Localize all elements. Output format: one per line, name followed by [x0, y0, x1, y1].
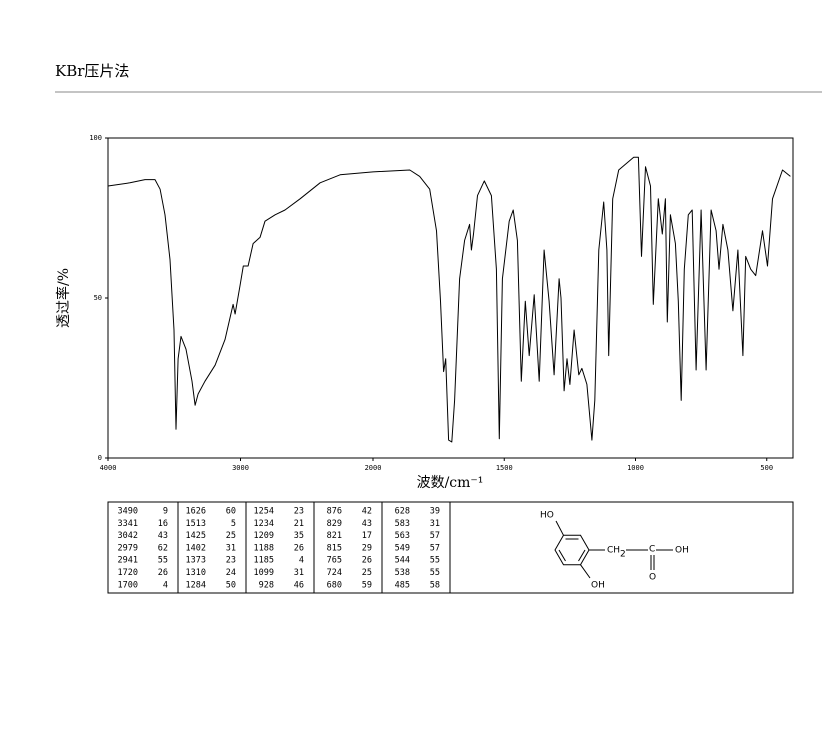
peak-wavenumber: 1626 [186, 507, 206, 517]
peak-transmittance: 25 [362, 568, 372, 578]
peak-transmittance: 17 [362, 531, 372, 541]
peak-wavenumber: 1209 [254, 531, 274, 541]
peak-transmittance: 31 [226, 543, 236, 553]
peak-transmittance: 58 [430, 580, 440, 590]
peak-transmittance: 55 [430, 568, 440, 578]
peak-transmittance: 21 [294, 519, 304, 529]
molecule-label: CH [607, 546, 620, 556]
peak-wavenumber: 538 [395, 568, 410, 578]
peak-wavenumber: 1720 [118, 568, 138, 578]
molecule-label: 2 [620, 550, 626, 560]
y-tick-label: 0 [98, 454, 102, 462]
peak-wavenumber: 1099 [254, 568, 274, 578]
peak-wavenumber: 485 [395, 580, 410, 590]
peak-transmittance: 35 [294, 531, 304, 541]
plot-frame [107, 137, 794, 459]
peak-transmittance: 26 [158, 568, 168, 578]
peak-transmittance: 55 [430, 556, 440, 566]
header-title: KBr压片法 [55, 62, 129, 80]
peak-transmittance: 4 [163, 580, 168, 590]
peak-transmittance: 31 [430, 519, 440, 529]
peak-wavenumber: 628 [395, 507, 410, 517]
peak-wavenumber: 680 [327, 580, 342, 590]
molecule-label: OH [591, 581, 605, 591]
x-tick-label: 1500 [496, 464, 513, 472]
peak-transmittance: 43 [362, 519, 372, 529]
peak-wavenumber: 928 [259, 580, 274, 590]
table-dividers [177, 502, 451, 593]
x-tick-label: 4000 [100, 464, 117, 472]
peak-wavenumber: 549 [395, 543, 410, 553]
y-tick-label: 100 [89, 134, 102, 142]
peak-transmittance: 50 [226, 580, 236, 590]
peak-transmittance: 26 [362, 556, 372, 566]
y-axis-label: 透过率/% [55, 268, 72, 328]
peak-wavenumber: 3490 [118, 507, 138, 517]
y-tick-label: 50 [94, 294, 102, 302]
peak-transmittance: 25 [226, 531, 236, 541]
peak-wavenumber: 876 [327, 507, 342, 517]
x-tick-label: 2000 [365, 464, 382, 472]
peak-wavenumber: 1425 [186, 531, 206, 541]
molecule-label: HO [540, 511, 554, 521]
peak-wavenumber: 1402 [186, 543, 206, 553]
peak-transmittance: 24 [226, 568, 236, 578]
peak-transmittance: 23 [226, 556, 236, 566]
peak-wavenumber: 2979 [118, 543, 138, 553]
x-tick-label: 1000 [627, 464, 644, 472]
peak-transmittance: 9 [163, 507, 168, 517]
molecule-bonds [554, 520, 673, 579]
peak-transmittance: 46 [294, 580, 304, 590]
peak-wavenumber: 563 [395, 531, 410, 541]
peak-wavenumber: 1513 [186, 519, 206, 529]
peak-transmittance: 31 [294, 568, 304, 578]
peak-transmittance: 26 [294, 543, 304, 553]
peak-transmittance: 57 [430, 543, 440, 553]
peak-transmittance: 57 [430, 531, 440, 541]
peak-wavenumber: 544 [395, 556, 410, 566]
molecule-label: OH [675, 546, 689, 556]
peak-wavenumber: 2941 [118, 556, 138, 566]
peak-wavenumber: 3042 [118, 531, 138, 541]
peak-wavenumber: 821 [327, 531, 342, 541]
peak-transmittance: 43 [158, 531, 168, 541]
molecule-label: C [649, 545, 655, 555]
peak-wavenumber: 765 [327, 556, 342, 566]
peak-transmittance: 29 [362, 543, 372, 553]
peak-transmittance: 62 [158, 543, 168, 553]
peak-wavenumber: 1188 [254, 543, 274, 553]
peak-wavenumber: 1373 [186, 556, 206, 566]
peak-transmittance: 16 [158, 519, 168, 529]
x-tick-label: 3000 [232, 464, 249, 472]
peak-transmittance: 23 [294, 507, 304, 517]
peak-transmittance: 42 [362, 507, 372, 517]
peak-wavenumber: 829 [327, 519, 342, 529]
peak-transmittance: 5 [231, 519, 236, 529]
x-axis-label: 波数/cm⁻¹ [417, 475, 484, 491]
spectrum-line [107, 156, 791, 443]
peak-transmittance: 60 [226, 507, 236, 517]
molecule-label: O [649, 573, 656, 583]
peak-wavenumber: 815 [327, 543, 342, 553]
x-tick-label: 500 [760, 464, 773, 472]
peak-wavenumber: 1234 [254, 519, 274, 529]
peak-transmittance: 59 [362, 580, 372, 590]
peak-transmittance: 4 [299, 556, 304, 566]
peak-wavenumber: 583 [395, 519, 410, 529]
peak-wavenumber: 1185 [254, 556, 274, 566]
peak-wavenumber: 3341 [118, 519, 138, 529]
peak-wavenumber: 1700 [118, 580, 138, 590]
peak-wavenumber: 724 [327, 568, 342, 578]
peak-wavenumber: 1254 [254, 507, 274, 517]
peak-transmittance: 39 [430, 507, 440, 517]
peak-wavenumber: 1284 [186, 580, 206, 590]
peak-transmittance: 55 [158, 556, 168, 566]
peak-wavenumber: 1310 [186, 568, 206, 578]
